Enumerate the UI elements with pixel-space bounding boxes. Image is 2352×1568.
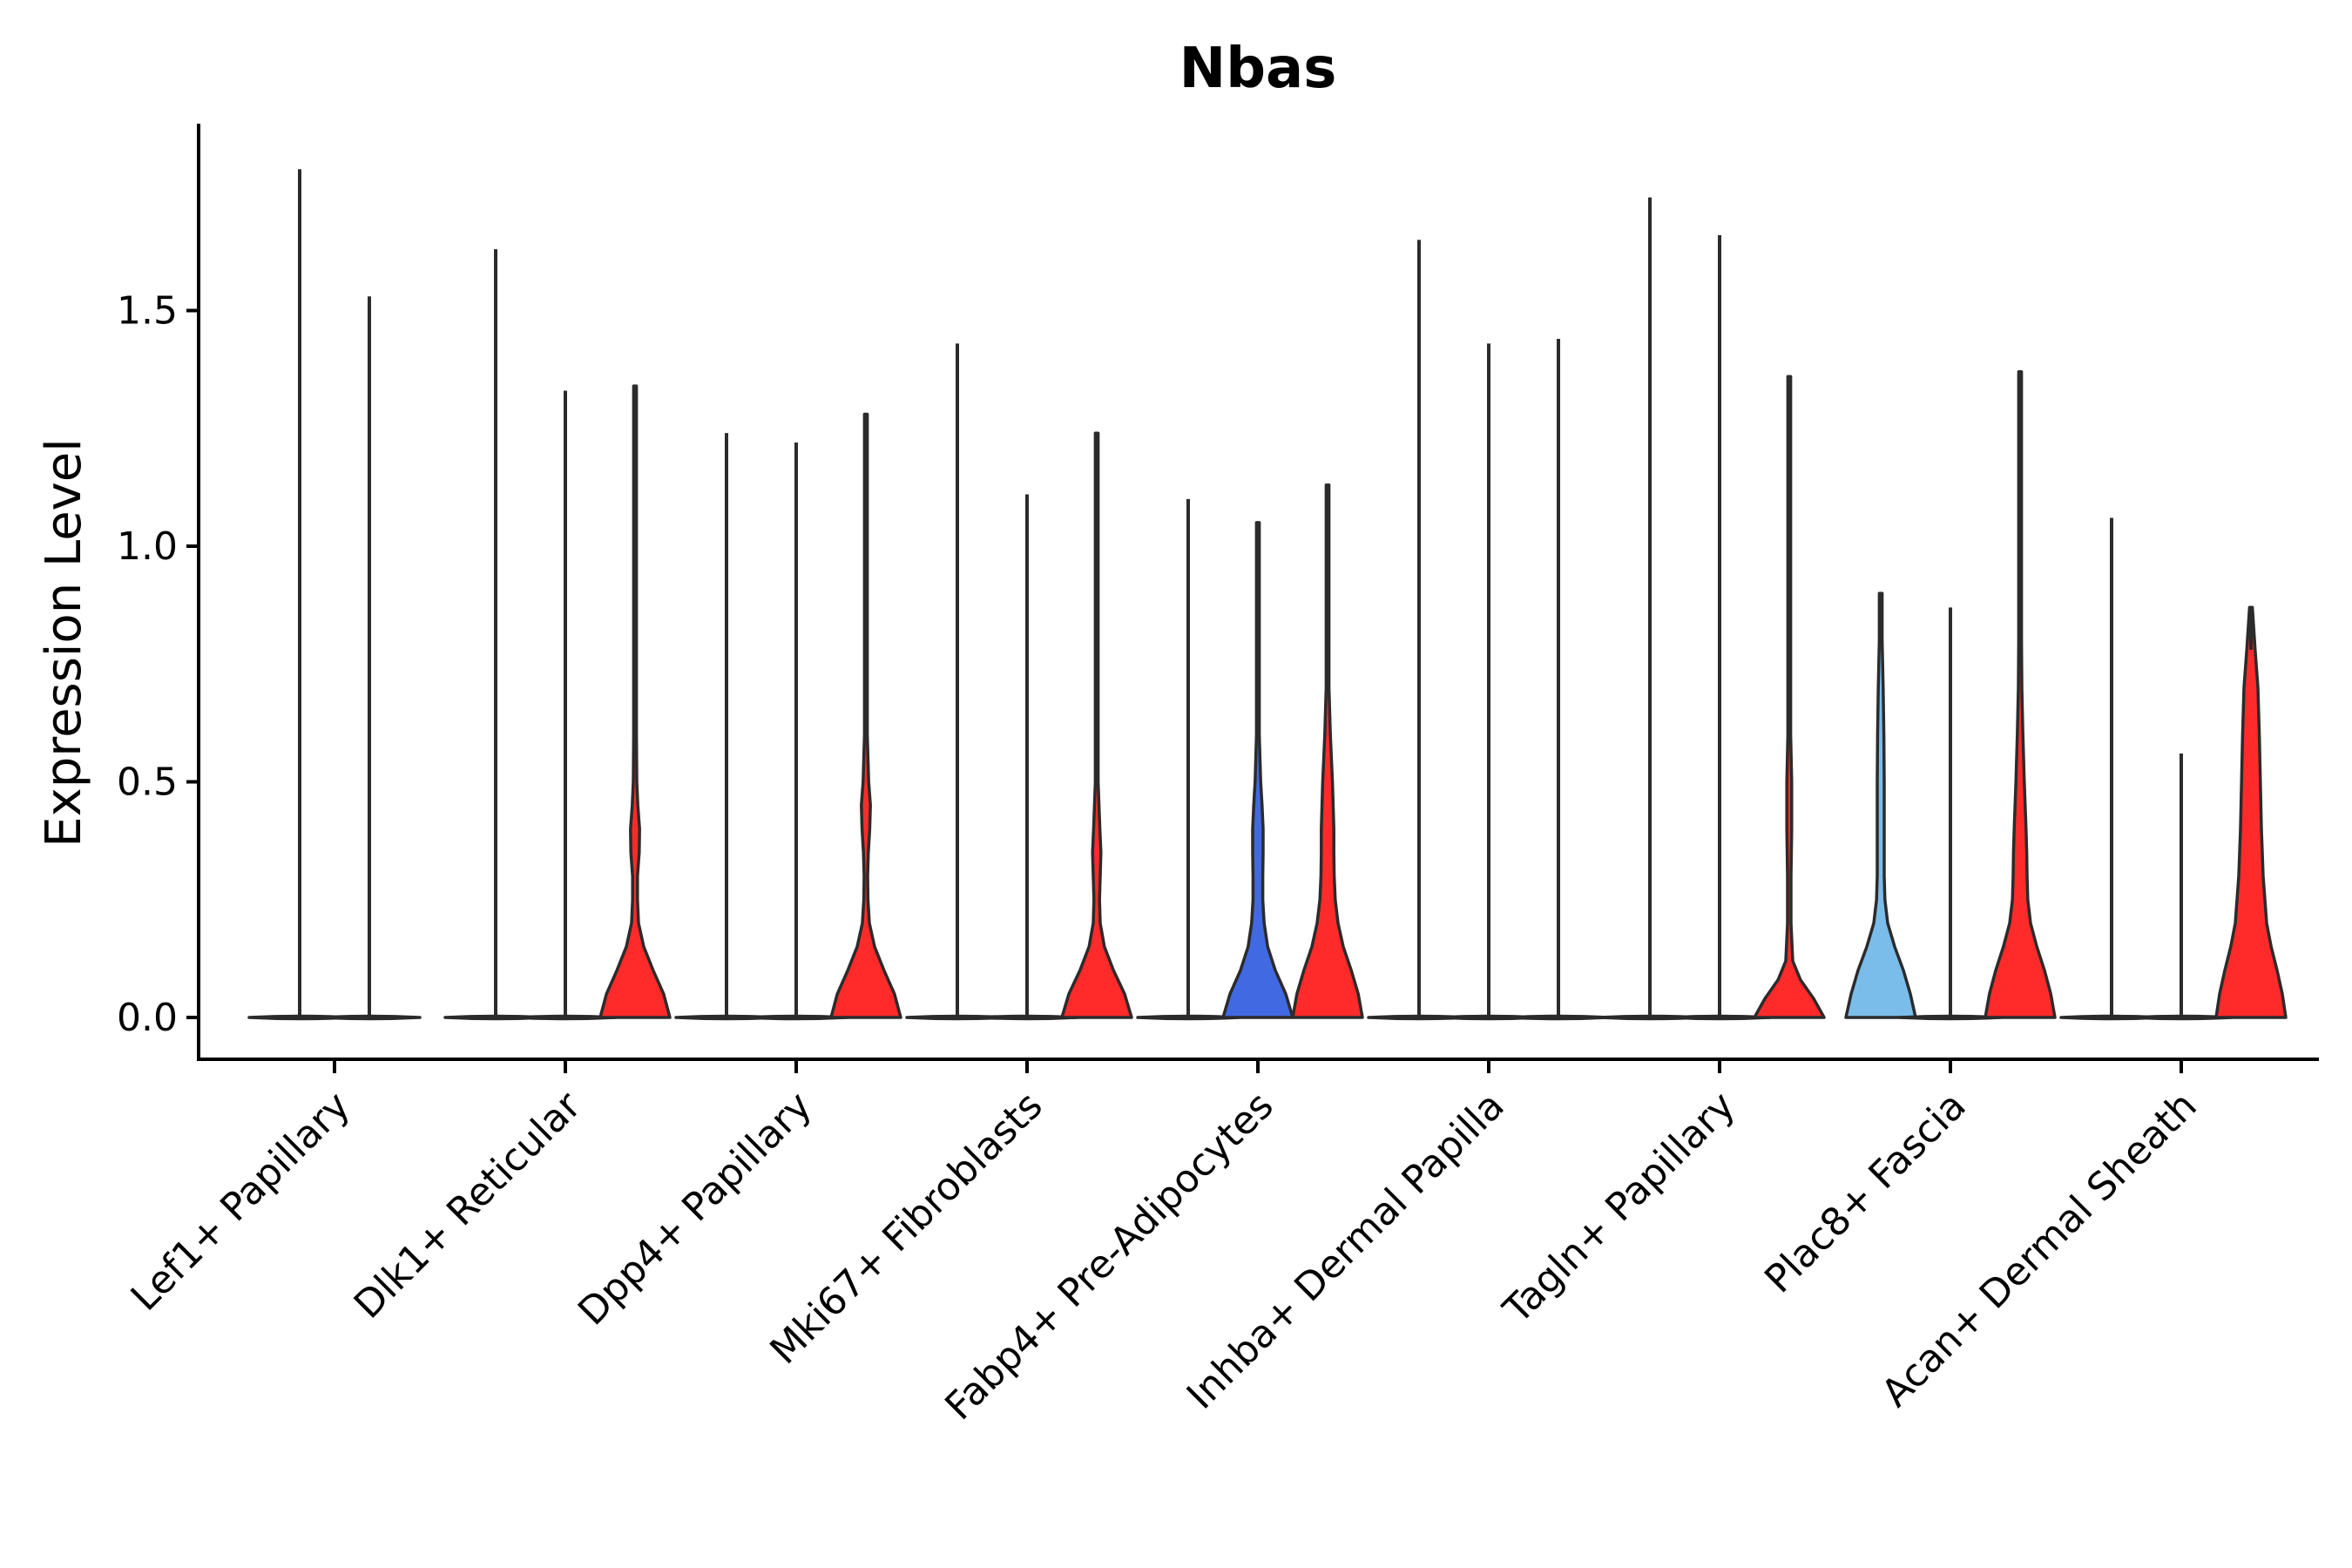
violin-body (1753, 375, 1826, 1019)
y-tick-label: 0.0 (117, 996, 178, 1040)
x-tick-label: Dlk1+ Reticular (346, 1083, 591, 1328)
violin-body (1844, 591, 1917, 1019)
violin-body (1984, 370, 2057, 1019)
violin-body (829, 412, 902, 1019)
y-tick-label: 0.5 (117, 760, 178, 805)
violin-body (1221, 521, 1294, 1019)
y-axis-label: Expression Level (36, 438, 92, 848)
x-tick-label: Dpp4+ Papillary (570, 1084, 821, 1335)
y-axis-ticks: 0.0 0.5 1.0 1.5 (117, 289, 199, 1040)
x-tick-label: Lef1+ Papillary (123, 1084, 359, 1320)
x-tick-label: Plac8+ Fascia (1756, 1084, 1975, 1302)
y-tick-label: 1.0 (117, 524, 178, 569)
violin-body (2214, 605, 2288, 1019)
y-tick-label: 1.5 (117, 289, 178, 334)
x-tick-label: Tagln+ Papillary (1495, 1084, 1744, 1333)
violin-layer (247, 169, 2288, 1021)
chart-title: Nbas (1179, 37, 1337, 101)
